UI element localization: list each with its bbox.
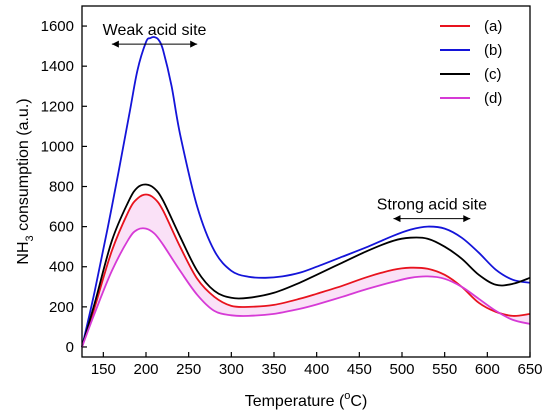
x-tick-label: 550 [432, 361, 457, 378]
y-tick-label: 400 [49, 259, 74, 276]
arrow-head-right [463, 215, 471, 223]
x-axis-title: Temperature (oC) [245, 390, 368, 410]
legend-label: (c) [484, 66, 502, 83]
arrow-head-right [190, 40, 198, 48]
series-line-d [81, 227, 531, 348]
y-tick-label: 800 [49, 179, 74, 196]
x-tick-label: 200 [133, 361, 158, 378]
series-line-a [81, 193, 531, 348]
y-axis-title: NH3 consumption (a.u.) [15, 98, 36, 264]
x-tick-label: 500 [389, 361, 414, 378]
series-line-b [81, 36, 531, 348]
y-tick-label: 0 [66, 339, 74, 356]
tick-labels: 150 200 250 300 350 400 450 500 550 600 650 0 200 400… [41, 18, 543, 378]
arrow-head-left [393, 215, 401, 223]
plot-frame [81, 5, 531, 358]
series-line-c [81, 183, 531, 348]
x-tick-label: 350 [261, 361, 286, 378]
strong-acid-site-label: Strong acid site [377, 197, 487, 214]
weak-acid-site-label: Weak acid site [103, 22, 207, 39]
legend-label: (b) [484, 42, 502, 59]
x-tick-label: 600 [475, 361, 500, 378]
y-tick-label: 1200 [41, 98, 74, 115]
x-tick-label: 450 [347, 361, 372, 378]
legend: (a) (b) (c) (d) [440, 18, 502, 107]
legend-label: (d) [484, 90, 502, 107]
strong-acid-site-arrow [393, 215, 471, 223]
x-tick-label: 300 [219, 361, 244, 378]
y-tick-label: 1000 [41, 138, 74, 155]
y-tick-label: 1400 [41, 58, 74, 75]
arrow-head-left [111, 40, 119, 48]
y-tick-label: 200 [49, 299, 74, 316]
annotations: Weak acid site Strong acid site [103, 22, 487, 223]
x-tick-label: 250 [176, 361, 201, 378]
x-tick-label: 400 [304, 361, 329, 378]
series-lines [81, 36, 531, 348]
weak-acid-site-arrow [111, 40, 198, 48]
x-tick-label: 650 [517, 361, 542, 378]
legend-label: (a) [484, 18, 502, 35]
x-tick-label: 150 [91, 361, 116, 378]
y-tick-label: 1600 [41, 18, 74, 35]
y-tick-label: 600 [49, 219, 74, 236]
